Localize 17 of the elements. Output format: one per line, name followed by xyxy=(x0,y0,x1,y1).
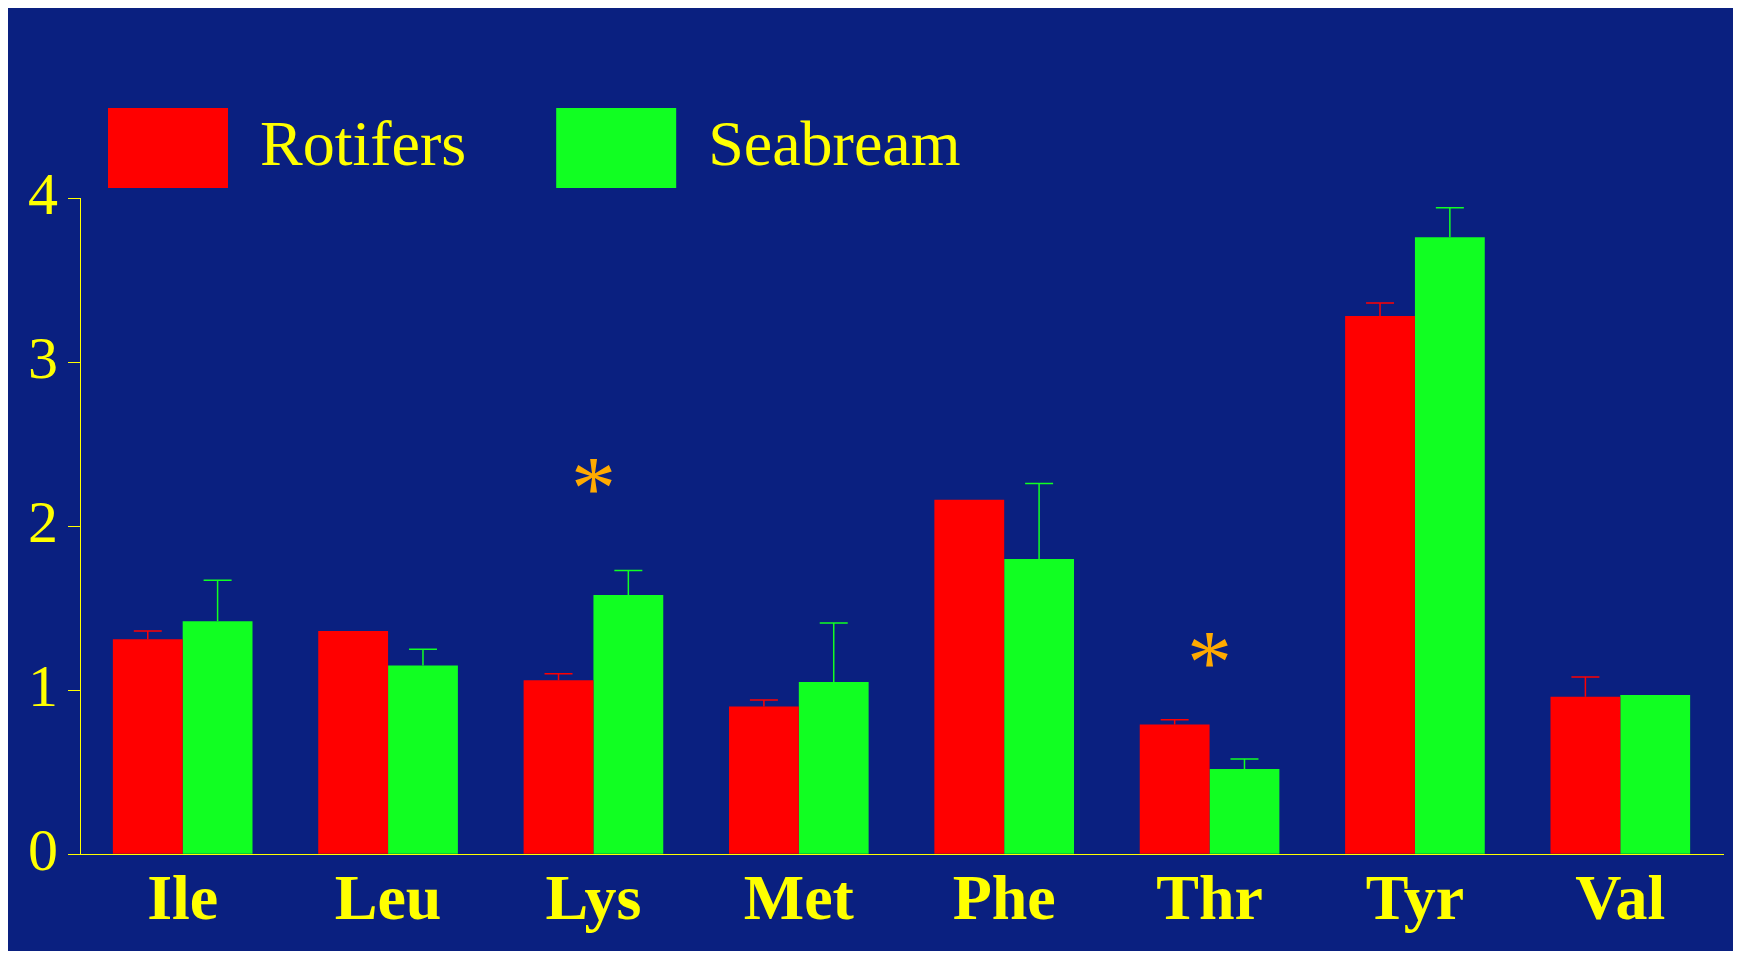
x-tick-label: Ile xyxy=(147,862,219,934)
x-tick-label: Leu xyxy=(334,862,442,934)
y-tick-label: 0 xyxy=(28,816,58,883)
annotation: * xyxy=(1187,612,1233,712)
x-tick-label: Val xyxy=(1575,862,1666,934)
y-tick-label: 1 xyxy=(28,652,58,719)
x-tick-label: Phe xyxy=(952,862,1056,934)
legend-label: Rotifers xyxy=(260,107,467,179)
x-tick-label: Tyr xyxy=(1365,862,1465,934)
x-tick-label: Lys xyxy=(545,862,642,934)
y-tick-label: 4 xyxy=(28,160,58,227)
x-tick-label: Met xyxy=(743,862,855,934)
annotation: * xyxy=(570,438,616,538)
x-tick-label: Thr xyxy=(1156,862,1263,934)
y-tick-label: 3 xyxy=(28,324,58,391)
legend-label: Seabream xyxy=(708,107,961,179)
y-tick-label: 2 xyxy=(28,488,58,555)
